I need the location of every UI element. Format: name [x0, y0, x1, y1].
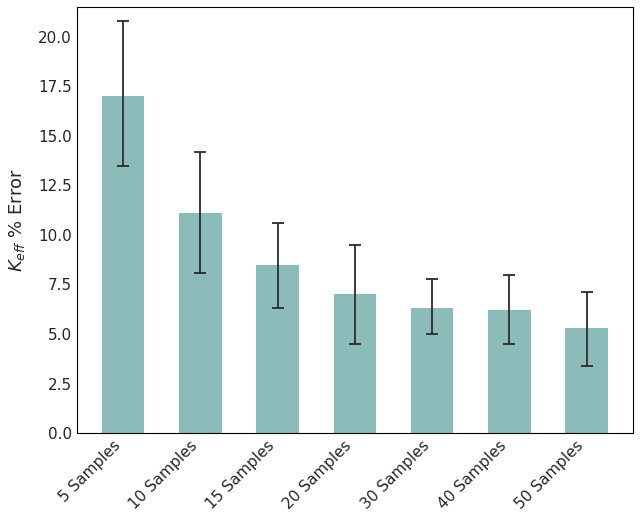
- Bar: [179, 213, 221, 433]
- Bar: [102, 96, 145, 433]
- Bar: [333, 294, 376, 433]
- Y-axis label: $K_{eff}$ % Error: $K_{eff}$ % Error: [7, 168, 27, 272]
- Bar: [565, 328, 608, 433]
- Bar: [257, 265, 299, 433]
- Bar: [411, 308, 453, 433]
- Bar: [488, 310, 531, 433]
